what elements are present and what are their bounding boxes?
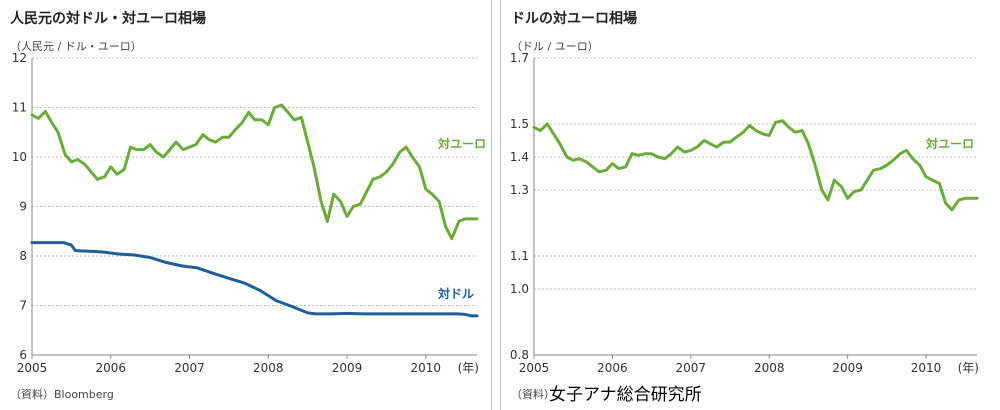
- x-axis-unit-label: (年): [958, 361, 979, 375]
- y-tick-label: 1.7: [510, 51, 529, 65]
- chart-title: ドルの対ユーロ相場: [511, 11, 637, 27]
- y-tick-label: 9: [19, 200, 27, 214]
- series-line-0: [30, 103, 479, 241]
- source-note: （資料）: [511, 388, 555, 401]
- x-tick-label: 2005: [519, 361, 550, 375]
- series-label: 対ユーロ: [437, 136, 486, 151]
- x-axis-unit-label: (年): [458, 361, 479, 375]
- series-line-1: [30, 241, 479, 318]
- y-tick-label: 1.1: [510, 249, 529, 263]
- x-tick-label: 2009: [832, 361, 863, 375]
- x-tick-label: 2005: [17, 361, 48, 375]
- y-tick-label: 6: [19, 348, 27, 362]
- source-note: （資料）Bloomberg: [10, 388, 114, 401]
- x-tick-label: 2010: [911, 361, 942, 375]
- chart-cny-plot: 6 7 8 9 10 11 12 2005 2006 2007 2008 2009 2010 (年) 対ユー…: [12, 51, 486, 375]
- chart-title: 人民元の対ドル・対ユーロ相場: [10, 11, 206, 27]
- watermark-text: 女子アナ総合研究所: [549, 385, 702, 405]
- series-line-0: [532, 119, 979, 212]
- x-tick-label: 2010: [411, 361, 442, 375]
- y-tick-label: 12: [12, 51, 27, 65]
- x-tick-label: 2009: [332, 361, 363, 375]
- x-tick-label: 2006: [95, 361, 126, 375]
- y-tick-label: 1.3: [510, 183, 529, 197]
- x-tick-label: 2008: [253, 361, 284, 375]
- y-tick-label: 1.5: [510, 117, 529, 131]
- y-tick-label: 1.4: [510, 150, 529, 164]
- chart-panel-cny: 人民元の対ドル・対ユーロ相場 （人民元 / ドル・ユーロ） 6 7 8 9 10 11 12…: [0, 0, 492, 410]
- series-label: 対ドル: [437, 286, 474, 301]
- y-axis-unit-label: （ドル / ユーロ）: [511, 40, 599, 53]
- x-tick-label: 2006: [597, 361, 628, 375]
- y-tick-label: 0.8: [510, 348, 529, 362]
- x-tick-label: 2007: [174, 361, 205, 375]
- y-tick-label: 10: [12, 150, 27, 164]
- x-tick-label: 2007: [676, 361, 707, 375]
- chart-panel-usd-eur: ドルの対ユーロ相場 （ドル / ユーロ） 0.8 1.0 1.1 1.3 1.4 1.5 1…: [500, 0, 1000, 410]
- y-tick-label: 11: [12, 101, 27, 115]
- y-tick-label: 7: [19, 299, 27, 313]
- y-tick-label: 1.0: [510, 282, 529, 296]
- y-tick-label: 8: [19, 249, 27, 263]
- series-label: 対ユーロ: [925, 136, 974, 151]
- chart-usd-eur-plot: 0.8 1.0 1.1 1.3 1.4 1.5 1.7 2005 2006 2007 2008 200…: [510, 51, 979, 375]
- y-axis-unit-label: （人民元 / ドル・ユーロ）: [10, 40, 142, 53]
- x-tick-label: 2008: [754, 361, 785, 375]
